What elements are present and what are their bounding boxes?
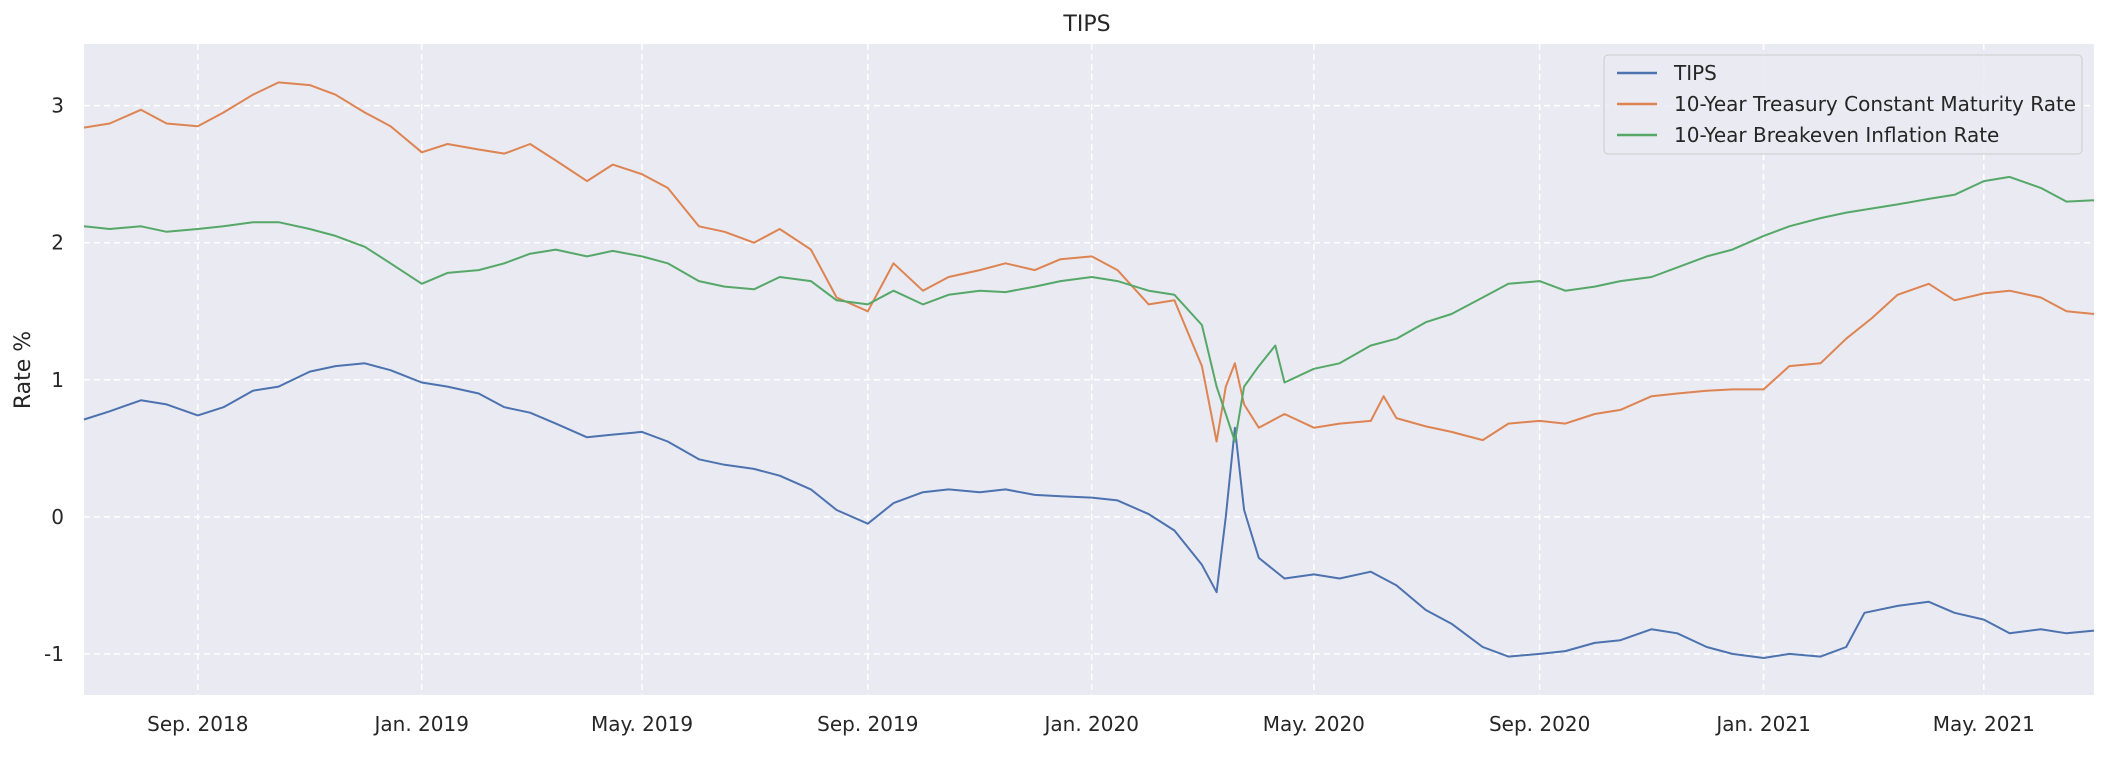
- x-tick-label: Sep. 2019: [817, 712, 918, 736]
- x-tick-label: May. 2019: [591, 712, 693, 736]
- y-axis-ticks: -1 0 1 2 3: [44, 94, 64, 666]
- x-tick-label: May. 2021: [1933, 712, 2035, 736]
- legend: TIPS 10-Year Treasury Constant Maturity R…: [1603, 54, 2083, 155]
- legend-label: TIPS: [1673, 61, 1717, 85]
- y-tick-label: 1: [51, 368, 64, 392]
- legend-label: 10-Year Treasury Constant Maturity Rate: [1674, 92, 2076, 116]
- x-tick-label: Sep. 2018: [147, 712, 248, 736]
- y-tick-label: 0: [51, 505, 64, 529]
- y-tick-label: 3: [51, 94, 64, 118]
- y-tick-label: -1: [44, 642, 64, 666]
- gridlines: [84, 44, 2094, 695]
- y-tick-label: 2: [51, 231, 64, 255]
- legend-box: [1603, 54, 2083, 155]
- x-tick-label: May. 2020: [1263, 712, 1365, 736]
- series-line-0: [83, 362, 2095, 659]
- x-tick-label: Jan. 2019: [373, 712, 469, 736]
- chart-title: TIPS: [1062, 12, 1110, 37]
- x-tick-label: Jan. 2021: [1714, 712, 1810, 736]
- series-line-2: [83, 175, 2095, 443]
- x-tick-label: Jan. 2020: [1043, 712, 1139, 736]
- x-axis-ticks: Sep. 2018 Jan. 2019 May. 2019 Sep. 2019 Jan.…: [147, 712, 2035, 736]
- x-tick-label: Sep. 2020: [1489, 712, 1590, 736]
- series-layer: [83, 81, 2095, 659]
- legend-label: 10-Year Breakeven Inflation Rate: [1674, 123, 1999, 147]
- y-axis-label: Rate %: [11, 331, 36, 409]
- series-line-1: [83, 81, 2095, 443]
